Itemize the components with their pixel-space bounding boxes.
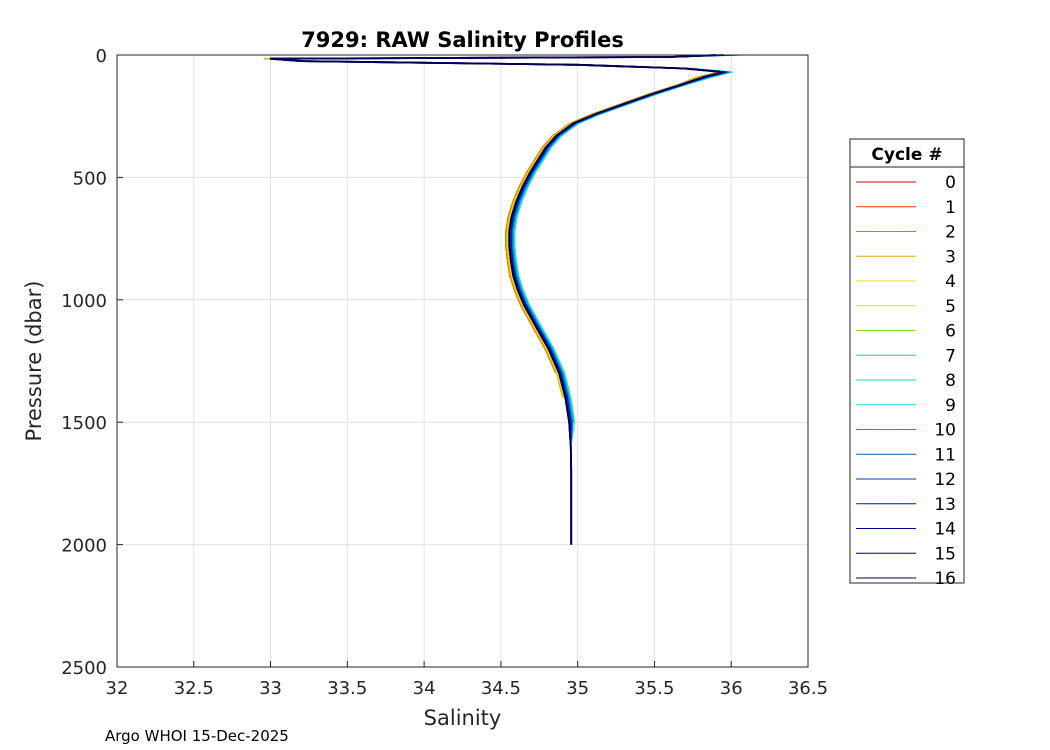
legend-label: 13 — [934, 495, 956, 515]
y-tick-label: 1000 — [61, 291, 107, 312]
y-tick-label: 500 — [73, 168, 107, 189]
legend-label: 10 — [934, 421, 956, 441]
legend-label: 4 — [945, 272, 956, 292]
y-tick-label: 1500 — [61, 413, 107, 434]
x-tick-label: 33.5 — [327, 678, 367, 699]
x-tick-label: 35.5 — [634, 678, 674, 699]
y-tick-label: 2500 — [61, 658, 107, 679]
x-tick-label: 36.5 — [788, 678, 828, 699]
legend-label: 15 — [934, 544, 956, 564]
legend-label: 1 — [945, 198, 956, 218]
legend-label: 6 — [945, 322, 956, 342]
y-tick-labels: 0 500 1000 1500 2000 2500 — [61, 46, 107, 679]
x-tick-label: 35 — [566, 678, 589, 699]
plot-frame — [116, 54, 809, 668]
legend-label: 0 — [945, 173, 956, 193]
legend-label: 3 — [945, 247, 956, 267]
legend-label: 8 — [945, 371, 956, 391]
y-tick-label: 0 — [96, 46, 107, 67]
footer-credit: Argo WHOI 15-Dec-2025 — [105, 727, 289, 745]
legend-box — [849, 138, 965, 584]
legend-label: 7 — [945, 346, 956, 366]
x-tick-label: 33 — [259, 678, 282, 699]
legend-label: 16 — [934, 569, 956, 589]
series-line-cycle-16 — [269, 54, 725, 545]
legend-label: 5 — [945, 297, 956, 317]
x-tick-label: 32 — [106, 678, 129, 699]
x-tick-label: 34.5 — [481, 678, 521, 699]
x-tick-label: 36 — [720, 678, 743, 699]
legend-label: 9 — [945, 396, 956, 416]
chart-title: 7929: RAW Salinity Profiles — [301, 28, 624, 52]
x-tick-label: 34 — [413, 678, 436, 699]
legend-label: 12 — [934, 470, 956, 490]
y-axis-label: Pressure (dbar) — [22, 281, 46, 442]
legend-label: 11 — [934, 445, 956, 465]
y-tick-label: 2000 — [61, 536, 107, 557]
x-axis-label: Salinity — [424, 706, 502, 730]
legend-title: Cycle # — [871, 145, 942, 165]
x-tick-labels: 32 32.5 33 33.5 34 34.5 35 35.5 36 36.5 — [106, 678, 828, 699]
series-layer — [263, 54, 747, 545]
x-tick-label: 32.5 — [174, 678, 214, 699]
legend-label: 14 — [934, 520, 956, 540]
legend-label: 2 — [945, 223, 956, 243]
